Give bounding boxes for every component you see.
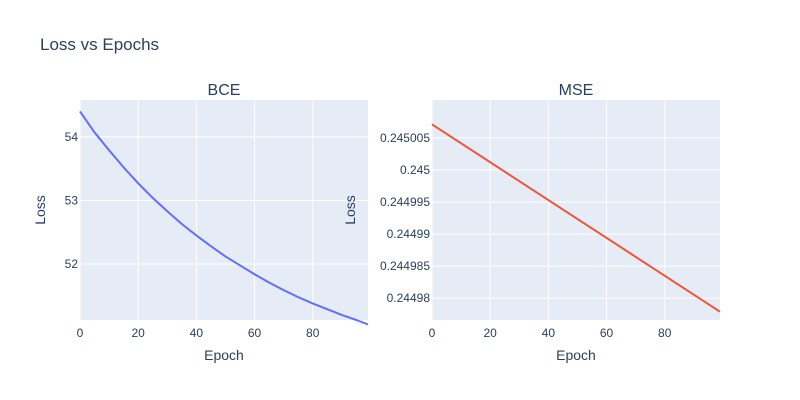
x-tick-label: 20 [132, 326, 146, 340]
x-tick-label: 40 [190, 326, 204, 340]
x-tick-label: 60 [600, 326, 614, 340]
y-tick-label: 0.245 [400, 163, 430, 177]
y-axis-title: Loss [32, 195, 48, 225]
gridlines [431, 100, 720, 320]
subplot-mse: MSE Epoch Loss 0 20 40 60 80 0.24498 0.244985 0… [342, 82, 721, 363]
y-tick-label: 52 [65, 257, 79, 271]
x-tick-label: 0 [77, 326, 84, 340]
plot-area [432, 100, 720, 320]
x-axis-title: Epoch [556, 347, 596, 363]
series-line [79, 110, 369, 326]
x-tick-label: 20 [484, 326, 498, 340]
y-axis-title: Loss [342, 195, 358, 225]
chart-title: Loss vs Epochs [40, 35, 159, 54]
x-tick-label: 0 [429, 326, 436, 340]
subplot-title: MSE [559, 82, 594, 99]
x-tick-label: 60 [248, 326, 262, 340]
y-tick-label: 54 [65, 130, 79, 144]
series-line [431, 123, 721, 313]
y-tick-label: 0.244985 [380, 259, 430, 273]
y-tick-label: 0.245005 [380, 131, 430, 145]
plot-area [80, 100, 368, 320]
x-tick-label: 80 [658, 326, 672, 340]
y-tick-label: 53 [65, 193, 79, 207]
subplot-bce: BCE Epoch Loss 0 20 40 60 80 52 53 54 [32, 82, 369, 363]
x-tick-label: 40 [542, 326, 556, 340]
x-axis-title: Epoch [204, 347, 244, 363]
y-tick-label: 0.24499 [387, 227, 431, 241]
y-tick-label: 0.244995 [380, 195, 430, 209]
gridlines [79, 100, 368, 320]
subplot-title: BCE [208, 82, 241, 99]
y-tick-label: 0.24498 [387, 291, 431, 305]
x-tick-label: 80 [306, 326, 320, 340]
